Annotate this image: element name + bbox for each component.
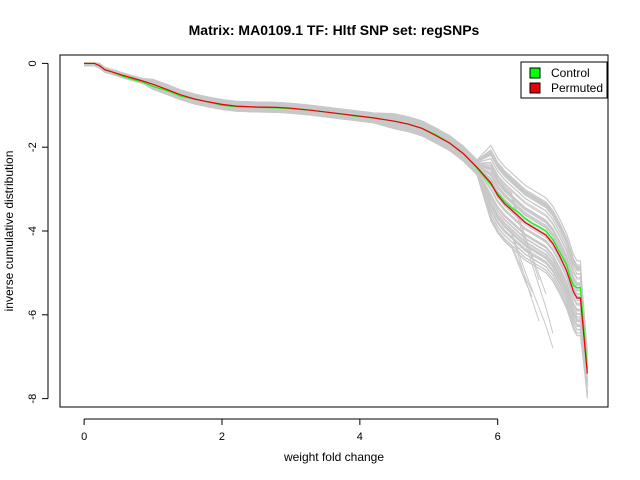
series-line-permuted bbox=[84, 62, 588, 374]
permutation-line bbox=[84, 65, 588, 349]
permutation-line bbox=[84, 62, 588, 395]
y-tick-label: 0 bbox=[27, 60, 39, 66]
permutation-line bbox=[84, 62, 588, 359]
permutation-line bbox=[84, 65, 533, 292]
permutation-line bbox=[84, 62, 554, 334]
legend-label-control: Control bbox=[551, 66, 590, 80]
series-lines-group bbox=[84, 62, 588, 374]
permutation-line bbox=[84, 62, 588, 381]
x-tick-label: 4 bbox=[357, 431, 363, 443]
x-axis-label: weight fold change bbox=[283, 450, 384, 464]
x-tick-label: 6 bbox=[495, 431, 501, 443]
y-tick-label: -6 bbox=[27, 310, 39, 320]
y-tick-label: -4 bbox=[27, 226, 39, 236]
x-axis: 0 2 4 6 bbox=[81, 418, 501, 443]
legend-swatch-control bbox=[529, 67, 541, 79]
chart-title: Matrix: MA0109.1 TF: Hltf SNP set: regSN… bbox=[189, 22, 480, 38]
y-axis-label: inverse cumulative distribution bbox=[2, 151, 16, 312]
plot-frame bbox=[59, 54, 609, 408]
permutation-line bbox=[84, 62, 540, 280]
y-tick-label: -8 bbox=[27, 394, 39, 404]
permutation-line bbox=[84, 64, 588, 371]
x-tick-label: 0 bbox=[81, 431, 87, 443]
y-tick-label: -2 bbox=[27, 142, 39, 152]
permutation-line bbox=[84, 62, 588, 385]
legend-swatch-permuted bbox=[529, 82, 541, 94]
legend: Control Permuted bbox=[520, 61, 608, 99]
y-axis: 0 -2 -4 -6 -8 bbox=[27, 60, 49, 404]
permutation-line bbox=[84, 65, 533, 297]
legend-label-permuted: Permuted bbox=[551, 81, 603, 95]
permutation-line bbox=[84, 64, 540, 322]
permutation-line bbox=[84, 62, 547, 295]
x-tick-label: 2 bbox=[219, 431, 225, 443]
